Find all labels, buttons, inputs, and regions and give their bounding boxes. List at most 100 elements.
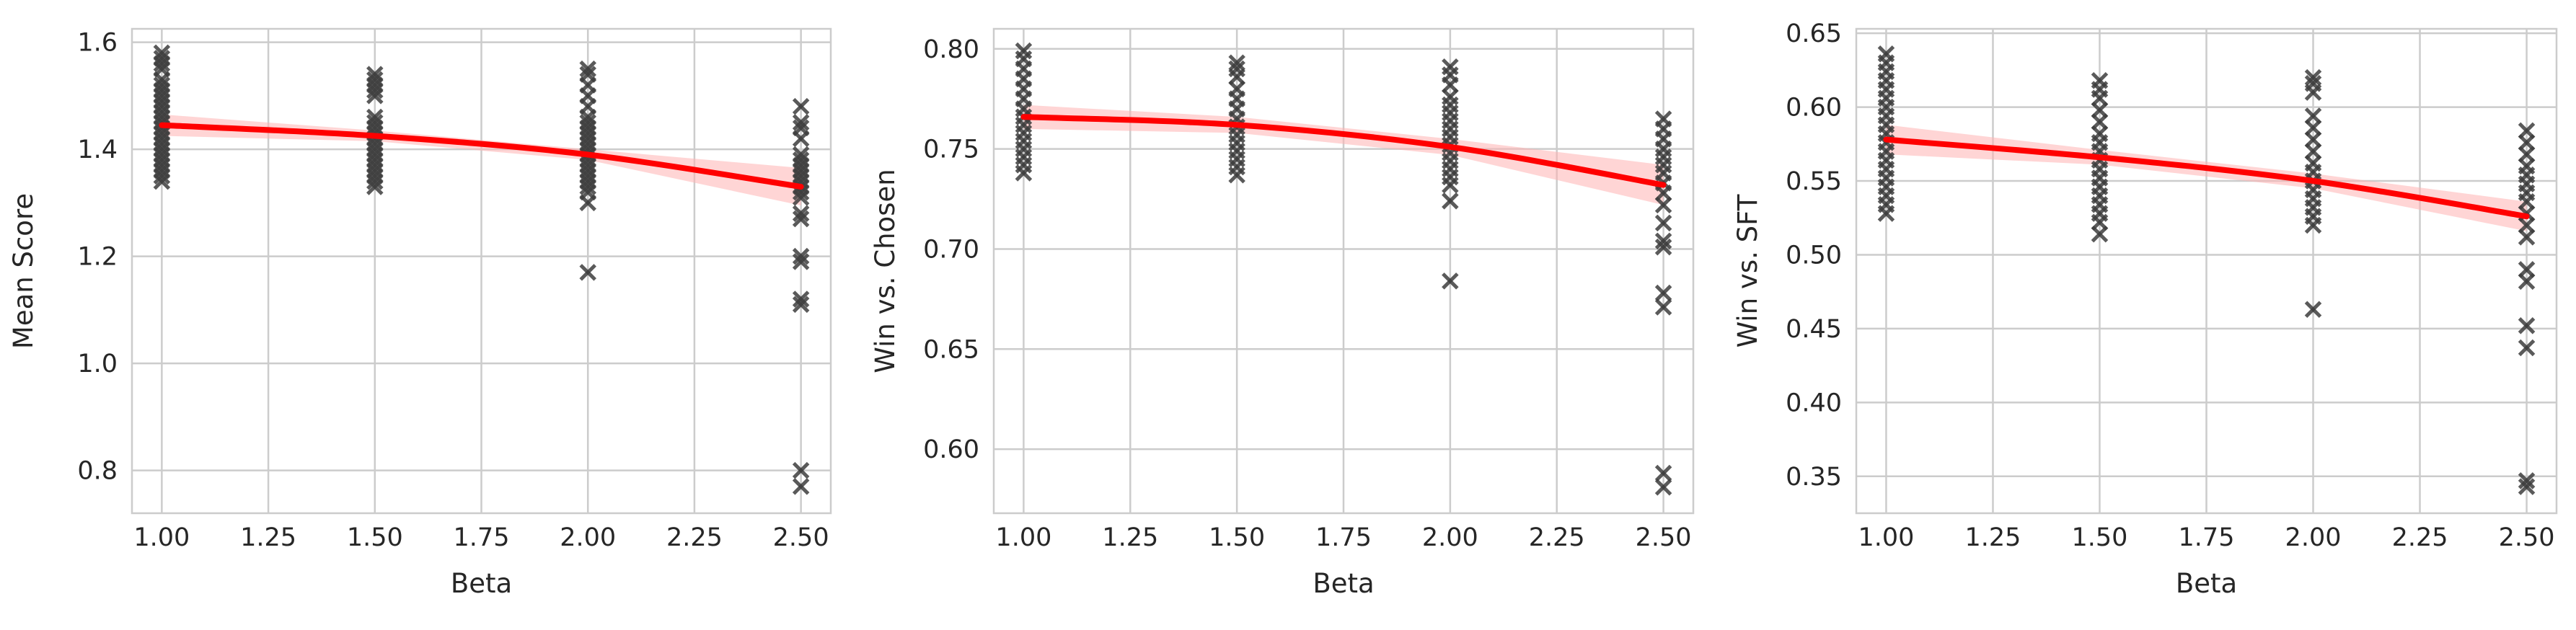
y-tick-label: 0.60 — [1786, 94, 1842, 123]
data-point — [1228, 54, 1245, 71]
y-tick-label: 0.45 — [1786, 315, 1842, 344]
y-axis-label: Mean Score — [8, 193, 39, 349]
data-point — [1654, 110, 1672, 128]
x-tick-label: 1.50 — [1209, 523, 1265, 552]
marker-stroke — [1442, 272, 1459, 290]
chart-panel-3: 1.00 1.25 1.50 1.75 2.00 2.25 2.50 0.35 0.40 0.45… — [1732, 19, 2558, 599]
x-tick-label: 2.50 — [2499, 523, 2555, 552]
data-point — [1442, 58, 1459, 76]
plot-frame — [1855, 27, 2558, 515]
data-point — [1654, 298, 1672, 316]
trend-line — [1020, 114, 1667, 188]
marker-stroke — [366, 108, 384, 126]
x-tick-label: 1.50 — [2072, 523, 2128, 552]
marker-stroke — [153, 44, 171, 62]
marker-stroke — [2518, 472, 2536, 489]
data-point — [792, 97, 810, 115]
marker-stroke — [579, 66, 596, 83]
data-point — [2304, 75, 2322, 92]
x-tick-label: 1.25 — [1964, 523, 2021, 552]
data-point — [2518, 122, 2536, 140]
marker-stroke — [792, 205, 810, 222]
data-point — [579, 114, 596, 131]
marker-stroke — [1654, 479, 1672, 496]
data-point — [366, 108, 384, 126]
marker-stroke — [792, 146, 810, 164]
y-tick-label: 0.50 — [1786, 241, 1842, 270]
marker-stroke — [1877, 45, 1895, 63]
y-tick-label: 0.70 — [923, 235, 979, 264]
y-tick-label: 1.0 — [77, 350, 118, 378]
marker-stroke — [1654, 464, 1672, 482]
data-point — [1654, 232, 1672, 250]
data-point — [2518, 472, 2536, 489]
data-point — [792, 461, 810, 479]
marker-stroke — [1228, 60, 1245, 78]
data-point — [792, 290, 810, 308]
marker-stroke — [1442, 58, 1459, 76]
marker-stroke — [792, 296, 810, 314]
data-point — [1442, 272, 1459, 290]
data-point — [1877, 45, 1895, 63]
y-tick-label: 0.65 — [1786, 19, 1842, 48]
marker-stroke — [579, 264, 596, 281]
data-point — [1654, 479, 1672, 496]
marker-stroke — [1654, 284, 1672, 302]
confidence-band — [1023, 105, 1664, 205]
data-point — [792, 119, 810, 137]
marker-stroke — [1442, 192, 1459, 210]
x-axis-label: Beta — [1313, 568, 1374, 599]
data-point — [1654, 284, 1672, 302]
y-tick-label: 1.4 — [77, 136, 118, 164]
marker-stroke — [792, 253, 810, 270]
marker-stroke — [2518, 261, 2536, 278]
data-point — [2304, 107, 2322, 125]
y-tick-label: 0.60 — [923, 435, 979, 464]
x-tick-label: 1.00 — [995, 523, 1051, 552]
data-point — [1654, 464, 1672, 482]
marker-stroke — [792, 247, 810, 265]
plot-frame — [131, 27, 832, 515]
y-tick-label: 0.80 — [923, 35, 979, 64]
data-point — [1228, 60, 1245, 78]
confidence-band — [162, 114, 801, 206]
y-axis-label: Win vs. SFT — [1732, 194, 1763, 347]
data-point — [366, 71, 384, 89]
x-tick-label: 1.75 — [454, 523, 510, 552]
marker-stroke — [366, 114, 384, 131]
marker-stroke — [1654, 110, 1672, 128]
data-point — [1442, 192, 1459, 210]
data-point — [153, 44, 171, 62]
marker-stroke — [792, 210, 810, 228]
marker-stroke — [792, 97, 810, 115]
data-point — [153, 50, 171, 67]
data-point — [1015, 42, 1033, 60]
data-point — [2304, 301, 2322, 319]
data-point — [792, 253, 810, 270]
x-tick-label: 1.50 — [347, 523, 403, 552]
y-tick-label: 0.75 — [923, 136, 979, 164]
y-tick-label: 0.35 — [1786, 463, 1842, 492]
data-point — [2518, 339, 2536, 357]
x-tick-label: 2.25 — [666, 523, 723, 552]
y-tick-label: 1.2 — [77, 243, 118, 272]
x-tick-label: 2.00 — [1422, 523, 1478, 552]
y-tick-label: 0.65 — [923, 335, 979, 364]
data-point — [366, 114, 384, 131]
y-tick-label: 1.6 — [77, 29, 118, 58]
marker-stroke — [1228, 54, 1245, 71]
x-axis-label: Beta — [451, 568, 512, 599]
x-tick-label: 1.25 — [1102, 523, 1158, 552]
x-tick-label: 1.00 — [133, 523, 190, 552]
marker-stroke — [792, 151, 810, 169]
marker-stroke — [2091, 71, 2109, 89]
data-point — [792, 478, 810, 495]
data-point — [792, 146, 810, 164]
marker-stroke — [366, 71, 384, 89]
data-point — [579, 264, 596, 281]
marker-stroke — [792, 461, 810, 479]
x-tick-label: 2.00 — [2285, 523, 2342, 552]
data-point — [2518, 261, 2536, 278]
